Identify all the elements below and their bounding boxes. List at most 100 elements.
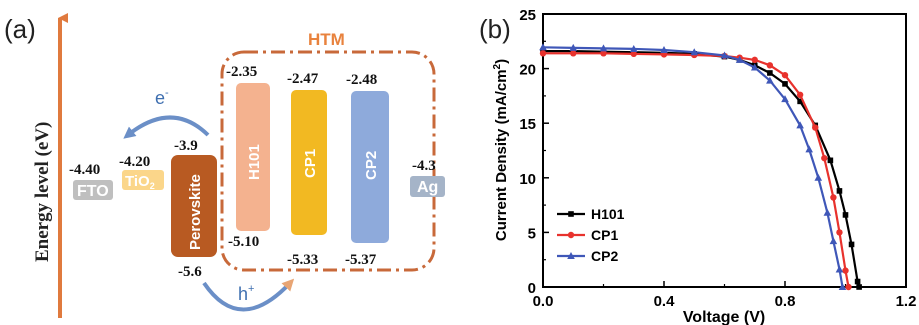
data-point-cp2: [838, 283, 847, 290]
y-tick-label: 20: [519, 62, 536, 79]
data-point-cp2: [781, 95, 789, 103]
energy-axis-label: Energy level (eV): [32, 122, 53, 262]
ag-label: Ag: [417, 179, 438, 196]
data-point-h101: [782, 81, 788, 87]
legend-marker: [567, 252, 575, 259]
cp2-block: [351, 91, 389, 243]
data-point-cp1: [630, 50, 637, 58]
perovskite-label: Perovskite: [187, 174, 204, 250]
hole-label: h+: [238, 283, 254, 304]
h101-block: [236, 83, 270, 231]
legend-label: H101: [591, 206, 625, 222]
x-tick-label: 0.8: [775, 293, 796, 310]
jv-chart: 0.0 0.4 0.8 1.2 0 5 10 15 20 25 H101 CP1 CP2 Voltag…: [492, 7, 916, 325]
legend-marker: [567, 231, 575, 239]
legend-marker: [568, 211, 574, 217]
data-point-cp2: [750, 63, 759, 71]
series-cp2: [539, 43, 847, 290]
panel-b-label: (b): [479, 14, 511, 44]
data-point-h101: [854, 278, 861, 285]
legend-label: CP1: [591, 227, 618, 243]
data-point-h101: [797, 98, 803, 105]
h101-label: H101: [246, 144, 263, 180]
panel-a-label: (a): [4, 14, 36, 44]
x-tick-label: 1.2: [896, 293, 917, 310]
data-point-h101: [856, 284, 862, 290]
data-point-cp1: [830, 194, 837, 201]
series-layer: [539, 43, 862, 291]
fto-label: FTO: [77, 183, 109, 200]
y-tick-label: 0: [528, 280, 536, 297]
x-tick-label: 0.0: [533, 293, 554, 310]
data-point-cp2: [660, 46, 668, 54]
hole-transfer-arrow: [202, 278, 295, 312]
series-cp1: [539, 50, 852, 291]
fto-level: -4.40: [69, 162, 100, 178]
tio2-label: TiO2: [125, 173, 155, 191]
y-axis-label: Current Density (mA/cm2): [492, 59, 510, 241]
series-line-cp2: [542, 46, 844, 288]
fto-block: [73, 180, 113, 200]
data-point-cp1: [751, 56, 758, 64]
ag-block: [410, 176, 445, 197]
data-point-h101: [836, 188, 843, 194]
data-point-cp2: [599, 44, 608, 52]
cp1-homo-level: -5.33: [287, 252, 318, 268]
electron-label: e-: [155, 87, 169, 108]
data-point-cp2: [629, 44, 638, 52]
data-point-cp1: [796, 91, 804, 99]
y-tick-label: 5: [528, 225, 536, 242]
data-point-cp2: [539, 43, 547, 51]
electron-transfer-arrow: [123, 115, 210, 139]
cp1-block: [291, 90, 327, 235]
data-point-h101: [842, 212, 849, 218]
perovskite-lumo-level: -3.9: [174, 138, 198, 154]
data-point-cp2: [835, 265, 844, 273]
cp1-label: CP1: [302, 149, 319, 178]
data-point-cp2: [829, 237, 838, 245]
legend-item-cp2: CP2: [557, 248, 618, 264]
panel-b: (b) 0.0 0.4 0.8 1.2 0 5 10 15 20 25 H101 CP1 CP2 Vo…: [479, 7, 916, 325]
legend: H101 CP1 CP2: [557, 206, 625, 264]
data-point-cp1: [539, 50, 547, 57]
perovskite-homo-level: -5.6: [178, 264, 202, 280]
legend-item-h101: H101: [557, 206, 625, 222]
panel-a: (a) Energy level (eV) HTM -4.40 FTO -4.2…: [4, 13, 445, 318]
data-point-cp1: [570, 50, 577, 57]
data-point-cp1: [836, 229, 843, 236]
data-point-cp2: [766, 76, 774, 84]
x-axis-label: Voltage (V): [683, 309, 765, 325]
y-tick-label: 25: [519, 7, 536, 24]
y-tick-label: 10: [519, 171, 536, 188]
data-point-cp2: [805, 145, 813, 153]
cp2-homo-level: -5.37: [345, 252, 377, 268]
tio2-block: [122, 170, 164, 190]
h101-homo-level: -5.10: [228, 234, 259, 250]
data-point-cp2: [823, 208, 832, 216]
cp2-label: CP2: [363, 151, 380, 180]
data-point-h101: [767, 70, 773, 76]
data-point-cp1: [781, 71, 789, 79]
axis-ticks: 0.0 0.4 0.8 1.2 0 5 10 15 20 25: [519, 7, 916, 310]
data-point-h101: [848, 241, 855, 248]
data-point-cp1: [821, 154, 828, 162]
data-point-h101: [827, 157, 834, 164]
legend-label: CP2: [591, 248, 618, 264]
data-point-cp1: [845, 283, 852, 291]
tio2-level: -4.20: [119, 154, 150, 170]
data-point-cp1: [812, 124, 819, 131]
data-point-cp2: [796, 121, 804, 129]
data-point-cp2: [569, 43, 578, 51]
data-point-cp2: [814, 173, 823, 181]
htm-box: [220, 50, 436, 272]
legend-item-cp1: CP1: [557, 227, 618, 243]
series-line-cp1: [543, 52, 850, 288]
data-point-cp2: [735, 55, 744, 63]
cp1-lumo-level: -2.47: [287, 71, 319, 87]
cp2-lumo-level: -2.48: [346, 72, 377, 88]
data-point-cp1: [600, 50, 607, 57]
data-point-cp1: [766, 62, 774, 69]
data-point-cp2: [690, 48, 699, 56]
h101-lumo-level: -2.35: [226, 64, 257, 80]
